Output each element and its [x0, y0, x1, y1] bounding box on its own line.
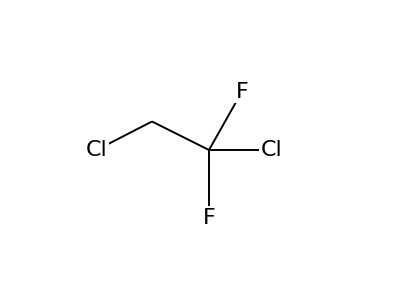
Text: Cl: Cl	[86, 140, 107, 160]
Text: Cl: Cl	[261, 140, 283, 160]
Text: F: F	[236, 82, 248, 101]
Text: F: F	[203, 208, 215, 227]
